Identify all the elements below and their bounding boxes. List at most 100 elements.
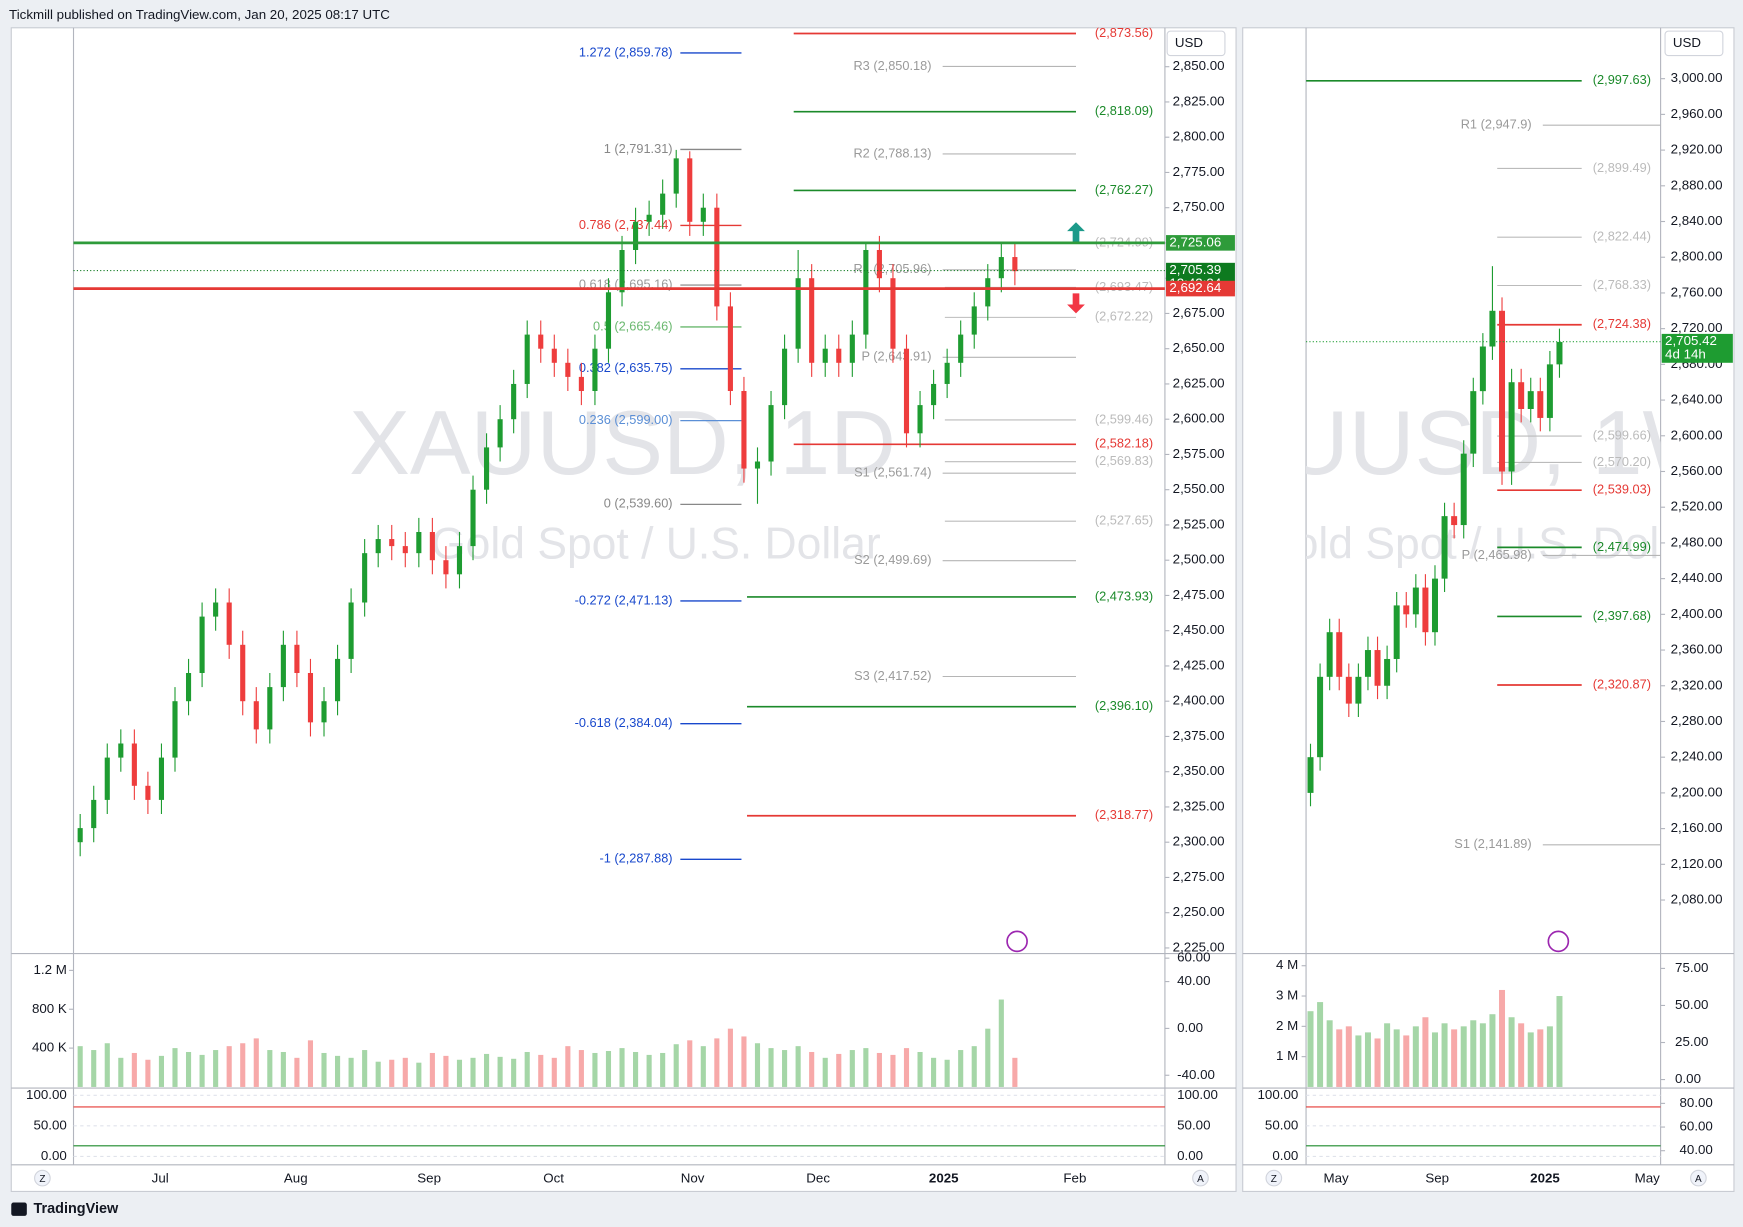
candle-body (267, 687, 273, 730)
candle-body (1527, 391, 1534, 409)
candle-body (903, 348, 910, 434)
pivot-label: S1 (2,141.89) (1454, 836, 1531, 851)
price-badge-label: 2,692.64 (1169, 280, 1221, 295)
volume-bar (782, 1050, 788, 1087)
candle-body (971, 306, 977, 335)
scale-button[interactable] (1192, 1169, 1209, 1187)
volume-bar (795, 1046, 801, 1087)
candle-body (1364, 650, 1371, 677)
left-panel (10, 27, 1237, 1192)
y-tick-label: 2,550.00 (1173, 481, 1225, 496)
target-label: (2,318.77) (1095, 807, 1153, 822)
x-tick-label: 2025 (929, 1171, 959, 1186)
candle-body (727, 306, 733, 392)
candle-body (592, 348, 598, 392)
candle-body (334, 658, 341, 702)
y-tick-label: 2,250.00 (1173, 904, 1225, 919)
watermark-symbol: XAUUSD, 1W (1161, 393, 1728, 494)
candle-body (1537, 391, 1544, 418)
candle-body (1012, 257, 1018, 272)
candle-body (1518, 382, 1525, 409)
y-tick-label: 2,225.00 (1173, 939, 1225, 954)
y-tick-label: 2,240.00 (1671, 749, 1723, 764)
y-tick-label: 2,625.00 (1173, 375, 1225, 390)
watermark-description: Gold Spot / U.S. Dollar (431, 520, 881, 569)
candle-body (633, 221, 639, 251)
candle-body (1317, 676, 1324, 758)
volume-bar (931, 1057, 937, 1087)
stochastic-tick-label: 50.00 (1265, 1117, 1298, 1132)
y-tick-label: 2,425.00 (1173, 657, 1225, 672)
x-tick-label: May (1323, 1171, 1349, 1186)
target-label: (2,822.44) (1593, 229, 1651, 244)
x-tick-label: Dec (806, 1171, 830, 1186)
volume-bar (429, 1052, 435, 1087)
volume-bar (1479, 1023, 1486, 1087)
oscillator-tick-label: 25.00 (1675, 1034, 1708, 1049)
scale-button-label: Z (1271, 1174, 1277, 1185)
candle-body (917, 405, 923, 434)
header-text: Tickmill published on TradingView.com, J… (9, 7, 390, 22)
scale-button[interactable] (1690, 1169, 1707, 1187)
volume-bar (903, 1048, 910, 1087)
right-panel (1242, 27, 1735, 1192)
signal-arrows (1006, 222, 1570, 953)
y-tick-label: 2,500.00 (1173, 552, 1225, 567)
candle-body (768, 405, 774, 462)
candle-body (484, 447, 490, 490)
y-tick-label: 2,525.00 (1173, 516, 1225, 531)
candle-body (456, 546, 463, 575)
volume-bar (1441, 1023, 1448, 1087)
candle-body (1470, 391, 1477, 454)
volume-bar (145, 1059, 151, 1087)
volume-bar (700, 1046, 706, 1087)
stochastic-tick-label-right: 50.00 (1177, 1117, 1210, 1132)
volume-bar (876, 1052, 882, 1087)
candle-body (700, 207, 706, 222)
volume-bar (1546, 1026, 1553, 1087)
volume-bar (714, 1038, 720, 1087)
y-tick-label: 2,275.00 (1173, 869, 1225, 884)
volume-bar (754, 1043, 761, 1087)
candle-body (1508, 382, 1515, 472)
volume-bar (267, 1050, 273, 1087)
y-tick-label: 2,375.00 (1173, 728, 1225, 743)
stochastic-tick-label: 0.00 (1272, 1148, 1298, 1163)
target-label: (2,818.09) (1095, 103, 1153, 118)
x-tick-label: May (1635, 1171, 1661, 1186)
candle-body (849, 334, 855, 363)
candle-body (1355, 676, 1362, 704)
logo (11, 1202, 27, 1216)
x-tick-label: Sep (417, 1171, 441, 1186)
volume-bar (863, 1048, 869, 1087)
scale-button-label: A (1695, 1174, 1702, 1185)
price-pane: XAUUSD, 1W Gold Spot / U.S. Dollar R1 (2,9… (1161, 72, 1728, 851)
fib-label: 0 (2,539.60) (604, 496, 673, 511)
candle-body (240, 644, 246, 702)
volume-bar (253, 1038, 259, 1087)
target-label: (2,873.56) (1095, 25, 1153, 40)
candle-body (1374, 650, 1381, 686)
y-tick-label: 2,850.00 (1173, 58, 1225, 73)
volume-bar (673, 1044, 679, 1087)
y-tick-label: 2,575.00 (1173, 446, 1225, 461)
scale-button[interactable] (1265, 1169, 1283, 1187)
volume-bar (741, 1036, 747, 1087)
volume-bar (1012, 1057, 1018, 1087)
candle-body (185, 673, 192, 702)
y-tick-label: 2,400.00 (1671, 606, 1723, 621)
y-tick-label: 2,840.00 (1671, 213, 1723, 228)
candle-body (1546, 364, 1553, 418)
candle-body (714, 207, 720, 307)
candle-body (253, 701, 259, 730)
volume-bar (213, 1050, 219, 1087)
volume-bar (172, 1048, 178, 1087)
volume-tick-label: 1 M (1276, 1048, 1298, 1063)
volume-tick-label: 400 K (32, 1040, 67, 1055)
volume-bar (226, 1046, 232, 1087)
price-badge-label: 2,705.39 (1169, 262, 1221, 277)
candle-body (118, 743, 124, 758)
y-tick-label: 2,325.00 (1173, 798, 1225, 813)
scale-button[interactable] (34, 1169, 51, 1187)
